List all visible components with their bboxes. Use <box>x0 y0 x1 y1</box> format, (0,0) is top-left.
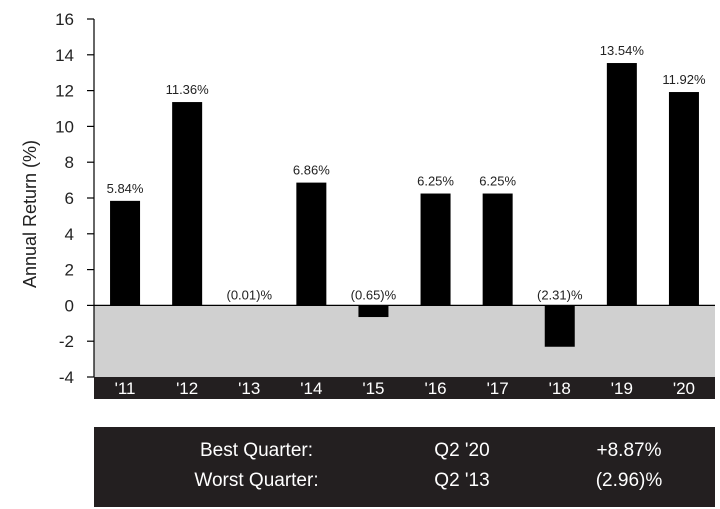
data-label: 6.25% <box>417 174 454 189</box>
worst-quarter-label: Worst Quarter: <box>194 470 319 491</box>
best-quarter-row: Best Quarter: Q2 '20 +8.87% <box>94 437 715 467</box>
x-tick-label: '20 <box>673 379 695 398</box>
data-label: (0.01)% <box>226 287 272 302</box>
y-tick-label: -4 <box>59 368 74 387</box>
y-tick-label: 2 <box>65 261 74 280</box>
best-quarter-value: +8.87% <box>596 440 662 461</box>
bar <box>420 193 451 306</box>
y-tick-label: 4 <box>65 225 74 244</box>
data-label: 11.92% <box>662 72 706 87</box>
y-tick-label: 6 <box>65 189 74 208</box>
x-tick-label: '15 <box>362 379 384 398</box>
y-tick-label: 12 <box>55 82 74 101</box>
best-quarter-period: Q2 '20 <box>434 440 490 461</box>
x-tick-label: '19 <box>611 379 633 398</box>
bar <box>606 63 637 306</box>
data-label: 13.54% <box>600 43 645 58</box>
worst-quarter-row: Worst Quarter: Q2 '13 (2.96)% <box>94 467 715 497</box>
data-label: (2.31)% <box>537 287 583 302</box>
bar <box>668 92 699 306</box>
x-tick-label: '18 <box>549 379 571 398</box>
data-label: 6.25% <box>479 174 516 189</box>
x-tick-labels: '11 '12 '13 '14 '15 '16 '17 '18 '19 '20 <box>115 379 695 398</box>
y-tick-label: 16 <box>55 10 74 29</box>
data-label: 6.86% <box>293 163 330 178</box>
x-tick-label: '13 <box>238 379 260 398</box>
data-label: 5.84% <box>107 181 144 196</box>
y-tick-label: 0 <box>65 296 74 315</box>
data-label: 11.36% <box>166 82 210 97</box>
y-axis-title: Annual Return (%) <box>20 140 40 288</box>
bar <box>172 102 203 306</box>
worst-quarter-value: (2.96)% <box>595 470 663 491</box>
x-tick-label: '16 <box>424 379 446 398</box>
data-label: (0.65)% <box>351 287 397 302</box>
best-quarter-label: Best Quarter: <box>200 440 313 461</box>
y-tick-label: -2 <box>59 332 74 351</box>
bar <box>234 305 265 306</box>
x-tick-label: '12 <box>176 379 198 398</box>
y-tick-label: 14 <box>55 46 74 65</box>
x-tick-label: '14 <box>300 379 322 398</box>
worst-quarter-period: Q2 '13 <box>434 470 490 491</box>
bars <box>110 63 699 347</box>
bar <box>296 182 327 306</box>
x-tick-label: '17 <box>487 379 509 398</box>
quarter-summary-panel: Best Quarter: Q2 '20 +8.87% Worst Quarte… <box>94 427 715 507</box>
data-labels: 5.84% 11.36% (0.01)% 6.86% (0.65)% 6.25% 6.25%… <box>107 43 706 302</box>
negative-region <box>94 305 715 377</box>
x-tick-label: '11 <box>115 379 136 398</box>
bar <box>358 305 389 318</box>
y-tick-label: 8 <box>65 153 74 172</box>
x-axis-band <box>94 377 715 399</box>
bar <box>544 305 575 347</box>
bar <box>482 193 513 306</box>
y-tick-label: 10 <box>55 117 74 136</box>
bar <box>110 200 141 306</box>
